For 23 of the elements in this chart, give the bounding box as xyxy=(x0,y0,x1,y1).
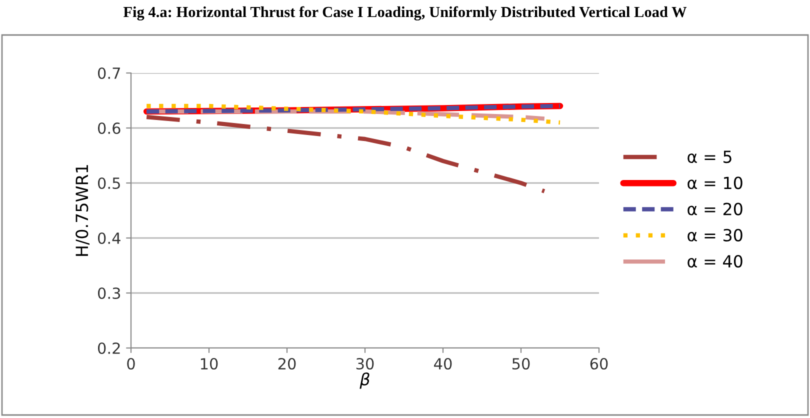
x-tick-label: 60 xyxy=(590,358,608,370)
y-tick-label: 0.6 xyxy=(98,122,120,134)
legend-label: α = 30 xyxy=(688,228,742,242)
line-series xyxy=(144,104,562,125)
y-tick-label: 0.3 xyxy=(98,287,120,300)
x-tick-label: 10 xyxy=(200,358,218,370)
line-series xyxy=(144,114,546,194)
chart-title: Fig 4.a: Horizontal Thrust for Case I Loading, Uniformly Distributed Vertical Load W xyxy=(123,6,687,20)
x-tick-label: 50 xyxy=(512,358,530,370)
x-tick-label: 30 xyxy=(356,358,374,370)
y-tick-label: 0.4 xyxy=(98,232,120,244)
x-tick-label: 0 xyxy=(127,358,135,370)
x-tick-label: 20 xyxy=(278,358,296,370)
legend-label: α = 5 xyxy=(688,150,732,164)
x-axis-title: β xyxy=(360,372,370,389)
legend-label: α = 10 xyxy=(688,176,742,190)
y-axis-title: H/0.75WR1 xyxy=(76,165,90,256)
legend-label: α = 20 xyxy=(688,202,742,216)
legend-label: α = 40 xyxy=(688,254,742,268)
y-tick-label: 0.2 xyxy=(98,342,120,354)
y-tick-label: 0.5 xyxy=(98,177,120,190)
y-tick-label: 0.7 xyxy=(98,67,120,80)
x-tick-label: 40 xyxy=(434,358,452,370)
